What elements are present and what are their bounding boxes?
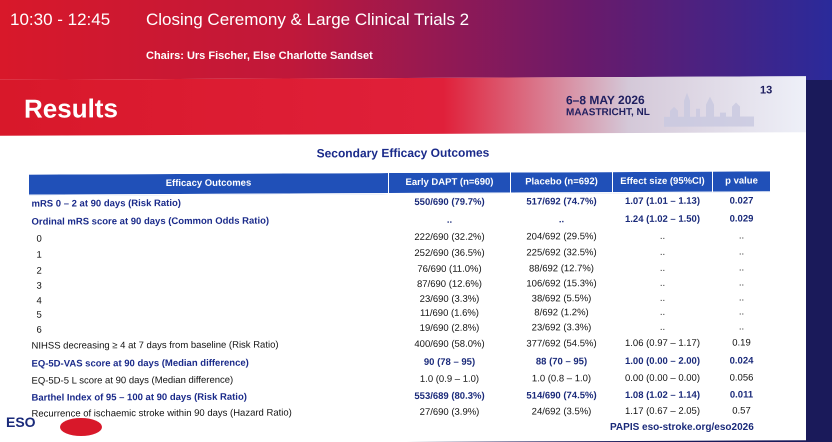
placebo-value: 517/692 (74.7%)	[526, 195, 597, 208]
session-chairs: Chairs: Urs Fischer, Else Charlotte Sand…	[146, 50, 373, 62]
outcome-label: 2	[36, 265, 42, 277]
table-row: Recurrence of ischaemic stroke within 90…	[29, 403, 771, 422]
effect-size-value: 1.24 (1.02 – 1.50)	[625, 213, 700, 225]
dapt-value: 1.0 (0.9 – 1.0)	[419, 373, 480, 385]
placebo-value: 24/692 (3.5%)	[531, 406, 592, 418]
session-banner: 10:30 - 12:45 Closing Ceremony & Large C…	[0, 0, 832, 80]
dapt-value: 222/690 (32.2%)	[414, 231, 485, 243]
effect-size-value: ..	[659, 230, 666, 242]
secondary-outcomes-table: Efficacy Outcomes Early DAPT (n=690) Pla…	[28, 170, 771, 422]
presentation-slide: Results 6–8 MAY 2026 MAASTRICHT, NL 13 S…	[0, 76, 806, 442]
outcome-label: EQ-5D-5 L score at 90 days (Median diffe…	[31, 374, 234, 387]
outcome-label: NIHSS decreasing ≥ 4 at 7 days from base…	[31, 339, 279, 352]
p-value: 0.57	[732, 405, 751, 417]
placebo-value: 225/692 (32.5%)	[526, 247, 597, 259]
table-title: Secondary Efficacy Outcomes	[316, 145, 490, 161]
p-value: ..	[738, 277, 745, 289]
header-effect-size: Effect size (95%CI)	[612, 171, 713, 193]
placebo-value: ..	[558, 213, 565, 225]
placebo-value: 514/690 (74.5%)	[526, 389, 597, 401]
eso-logo: ESO	[6, 414, 36, 430]
header-p-value: p value	[712, 170, 771, 193]
placebo-value: 8/692 (1.2%)	[534, 307, 589, 319]
outcome-label: 6	[36, 324, 42, 336]
outcome-label: 3	[36, 280, 42, 292]
p-value: 0.011	[729, 388, 754, 401]
dapt-value: 27/690 (3.9%)	[419, 406, 480, 418]
dapt-value: 19/690 (2.8%)	[419, 322, 480, 334]
effect-size-value: 0.00 (0.00 – 0.00)	[625, 372, 700, 384]
dapt-value: 76/690 (11.0%)	[417, 263, 482, 275]
outcome-label: Ordinal mRS score at 90 days (Common Odd…	[31, 215, 270, 228]
effect-size-value: 1.00 (0.00 – 2.00)	[625, 355, 700, 367]
placebo-value: 106/692 (15.3%)	[526, 278, 597, 290]
placebo-value: 377/692 (54.5%)	[526, 338, 597, 350]
p-value: ..	[738, 262, 745, 274]
conference-dates: 6–8 MAY 2026	[566, 92, 645, 108]
session-time: 10:30 - 12:45	[10, 10, 111, 29]
effect-size-value: ..	[659, 262, 666, 274]
outcome-label: Barthel Index of 95 – 100 at 90 days (Ri…	[31, 391, 247, 404]
dapt-value: ..	[446, 214, 453, 226]
header-efficacy-outcomes: Efficacy Outcomes	[28, 172, 389, 196]
effect-size-value: ..	[659, 321, 666, 333]
footer-text: PAPIS eso-stroke.org/eso2026	[610, 422, 754, 433]
p-value: 0.056	[729, 371, 754, 384]
session-title: Closing Ceremony & Large Clinical Trials…	[146, 10, 470, 29]
conference-place: MAASTRICHT, NL	[566, 106, 650, 119]
dapt-value: 11/690 (1.6%)	[420, 307, 479, 319]
maastricht-skyline-icon	[664, 92, 754, 127]
p-value: 0.19	[732, 337, 751, 349]
p-value: ..	[738, 306, 745, 318]
outcome-label: EQ-5D-VAS score at 90 days (Median diffe…	[31, 357, 249, 370]
effect-size-value: 1.07 (1.01 – 1.13)	[625, 195, 700, 207]
placebo-value: 88 (70 – 95)	[535, 355, 588, 367]
slide-number: 13	[760, 84, 773, 97]
effect-size-value: 1.17 (0.67 – 2.05)	[625, 405, 700, 418]
slide-header: Results 6–8 MAY 2026 MAASTRICHT, NL 13	[0, 76, 806, 136]
effect-size-value: ..	[659, 277, 666, 289]
dapt-value: 90 (78 – 95)	[423, 356, 476, 368]
p-value: 0.024	[729, 354, 754, 367]
eso-logo-swoosh-icon	[60, 418, 102, 436]
p-value: ..	[738, 230, 745, 242]
dapt-value: 400/690 (58.0%)	[414, 338, 485, 350]
outcome-label: 0	[36, 233, 42, 245]
dapt-value: 553/689 (80.3%)	[414, 390, 485, 402]
p-value: 0.027	[729, 195, 754, 207]
placebo-value: 204/692 (29.5%)	[526, 231, 597, 243]
effect-size-value: ..	[659, 246, 666, 258]
p-value: ..	[738, 321, 745, 333]
outcome-label: mRS 0 – 2 at 90 days (Risk Ratio)	[31, 197, 181, 210]
effect-size-value: 1.06 (0.97 – 1.17)	[625, 337, 700, 350]
dapt-value: 23/690 (3.3%)	[419, 293, 480, 305]
outcome-label: 1	[36, 249, 42, 261]
placebo-value: 88/692 (12.7%)	[529, 262, 594, 274]
header-placebo: Placebo (n=692)	[510, 171, 613, 194]
effect-size-value: ..	[659, 292, 666, 304]
dapt-value: 87/690 (12.6%)	[417, 278, 482, 290]
placebo-value: 38/692 (5.5%)	[531, 293, 592, 305]
effect-size-value: ..	[659, 306, 666, 318]
placebo-value: 23/692 (3.3%)	[531, 321, 592, 333]
p-value: 0.029	[729, 212, 754, 225]
placebo-value: 1.0 (0.8 – 1.0)	[531, 372, 592, 384]
p-value: ..	[738, 292, 745, 304]
dapt-value: 550/690 (79.7%)	[414, 196, 485, 208]
effect-size-value: 1.08 (1.02 – 1.14)	[625, 389, 700, 401]
header-early-dapt: Early DAPT (n=690)	[388, 172, 511, 194]
p-value: ..	[738, 246, 745, 258]
dapt-value: 252/690 (36.5%)	[414, 247, 485, 259]
slide-title: Results	[24, 93, 118, 124]
